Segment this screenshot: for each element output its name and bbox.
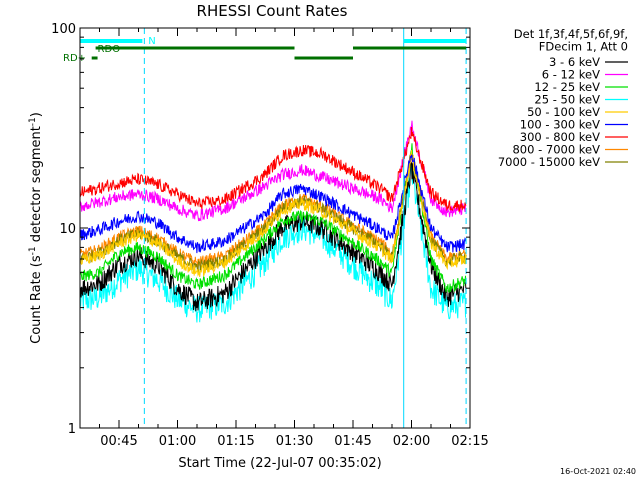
- legend-label: 6 - 12 keV: [542, 68, 600, 82]
- legend-header-line: FDecim 1, Att 0: [539, 40, 628, 54]
- rdplus-flag-label: RD+: [63, 53, 86, 64]
- legend-label: 800 - 7000 keV: [512, 143, 600, 157]
- legend-label: 12 - 25 keV: [534, 80, 600, 94]
- legend-label: 50 - 100 keV: [527, 105, 600, 119]
- generated-timestamp: 16-Oct-2021 02:40: [560, 467, 636, 476]
- y-axis-label: Count Rate (s-1 detector segment-1): [28, 112, 44, 344]
- legend-label: 3 - 6 keV: [549, 55, 600, 69]
- x-tick-label: 01:45: [334, 434, 371, 449]
- legend-label: 25 - 50 keV: [534, 93, 600, 107]
- x-tick-label: 01:00: [159, 434, 196, 449]
- rdo-flag-label: RDO: [98, 44, 121, 55]
- y-tick-label: 1: [68, 422, 76, 437]
- chart-title: RHESSI Count Rates: [197, 2, 348, 20]
- legend-header-line: Det 1f,3f,4f,5f,6f,9f,: [514, 27, 628, 41]
- x-tick-label: 01:15: [217, 434, 254, 449]
- night-flag-label: N: [148, 36, 155, 47]
- x-axis-label: Start Time (22-Jul-07 00:35:02): [178, 456, 381, 471]
- plot-axes: 1 10 100 00:45 01:00 01:15 01:30 01:45 02:00 02:1…: [51, 22, 489, 449]
- legend: Det 1f,3f,4f,5f,6f,9f,FDecim 1, Att 03 -…: [498, 27, 628, 169]
- x-tick-label: 02:00: [393, 434, 430, 449]
- y-tick-label: 10: [59, 222, 76, 237]
- x-tick-label: 01:30: [276, 434, 313, 449]
- series-line-50-100-kev: [79, 150, 467, 278]
- legend-label: 7000 - 15000 keV: [498, 155, 600, 169]
- plot-series-group: [79, 120, 467, 323]
- y-tick-label: 100: [51, 22, 76, 37]
- x-tick-label: 00:45: [100, 434, 137, 449]
- x-tick-label: 02:15: [451, 434, 488, 449]
- legend-label: 300 - 800 keV: [520, 130, 600, 144]
- legend-label: 100 - 300 keV: [520, 118, 600, 132]
